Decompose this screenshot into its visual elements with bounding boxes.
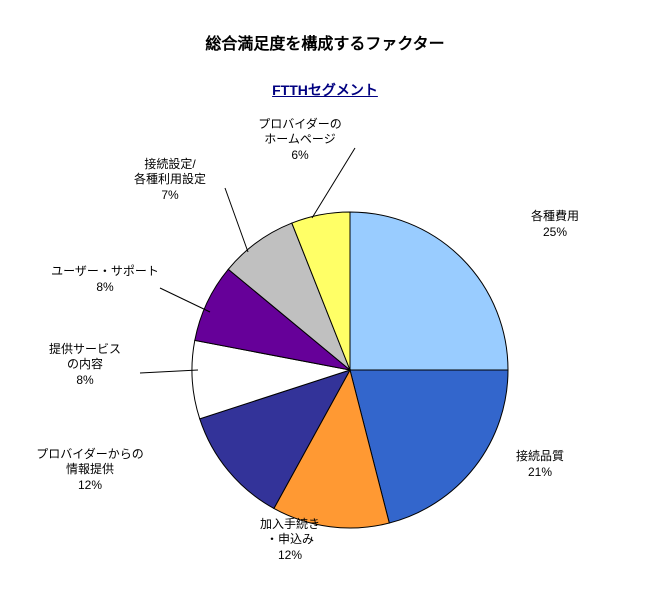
slice-label-3: プロバイダーからの 情報提供 12% [30, 447, 150, 494]
slice-label-1: 接続品質 21% [480, 449, 600, 480]
slice-label-4: 提供サービス の内容 8% [25, 342, 145, 389]
slice-label-6: 接続設定/ 各種利用設定 7% [110, 157, 230, 204]
slice-label-0: 各種費用 25% [495, 209, 615, 240]
leader-line-5 [160, 288, 210, 312]
slice-label-7: プロバイダーの ホームページ 6% [240, 117, 360, 164]
slice-label-2: 加入手続き ・申込み 12% [230, 517, 350, 564]
pie-slice-0 [350, 212, 508, 370]
slice-label-5: ユーザー・サポート 8% [45, 264, 165, 295]
leader-line-4 [140, 370, 198, 373]
